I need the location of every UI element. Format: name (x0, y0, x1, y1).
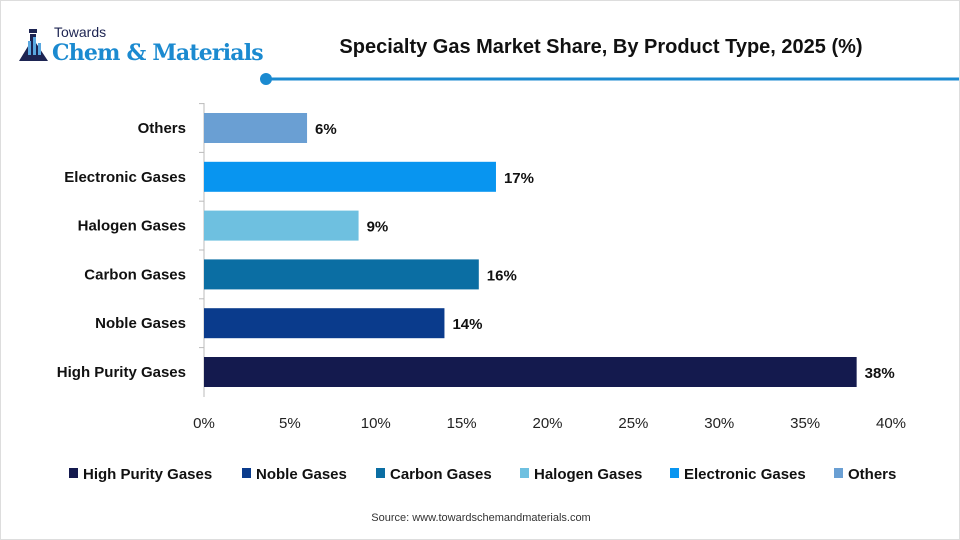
legend-swatch (834, 468, 843, 478)
bar (204, 357, 857, 387)
legend-item: Others (848, 466, 896, 483)
category-label: Electronic Gases (64, 169, 186, 186)
title-underline-dot (260, 73, 272, 85)
legend-item: High Purity Gases (83, 466, 212, 483)
category-label: Halogen Gases (78, 218, 186, 235)
logo-text-brand: Chem & Materials (52, 40, 264, 66)
bar (204, 161, 496, 192)
data-label: 9% (367, 219, 389, 236)
legend-item: Halogen Gases (534, 466, 642, 483)
category-label: Carbon Gases (84, 266, 186, 283)
x-tick-label: 15% (447, 415, 477, 432)
x-tick-label: 10% (361, 415, 391, 432)
bar (204, 259, 479, 290)
category-label: High Purity Gases (57, 364, 186, 381)
x-tick-label: 0% (193, 415, 215, 432)
legend-swatch (242, 468, 251, 478)
x-tick-label: 25% (618, 415, 648, 432)
category-label: Others (138, 120, 186, 137)
bar (204, 308, 445, 339)
legend-swatch (520, 468, 529, 478)
x-tick-label: 30% (704, 415, 734, 432)
logo-icon (19, 29, 48, 61)
data-label: 17% (504, 170, 534, 187)
data-label: 14% (452, 316, 482, 333)
chart-title: Specialty Gas Market Share, By Product T… (339, 36, 862, 58)
logo-text-towards: Towards (54, 24, 107, 40)
legend-item: Electronic Gases (684, 466, 806, 483)
bar (204, 210, 359, 241)
bar (204, 113, 308, 143)
legend-swatch (69, 468, 78, 478)
category-label: Noble Gases (95, 315, 186, 332)
legend-swatch (670, 468, 679, 478)
x-tick-label: 20% (532, 415, 562, 432)
data-label: 38% (865, 365, 895, 382)
source-note: Source: www.towardschemandmaterials.com (371, 512, 590, 524)
data-label: 6% (315, 121, 337, 138)
x-tick-label: 35% (790, 415, 820, 432)
data-label: 16% (487, 267, 517, 284)
x-tick-label: 40% (876, 415, 906, 432)
x-tick-label: 5% (279, 415, 301, 432)
legend-swatch (376, 468, 385, 478)
legend-item: Noble Gases (256, 466, 347, 483)
legend-item: Carbon Gases (390, 466, 492, 483)
